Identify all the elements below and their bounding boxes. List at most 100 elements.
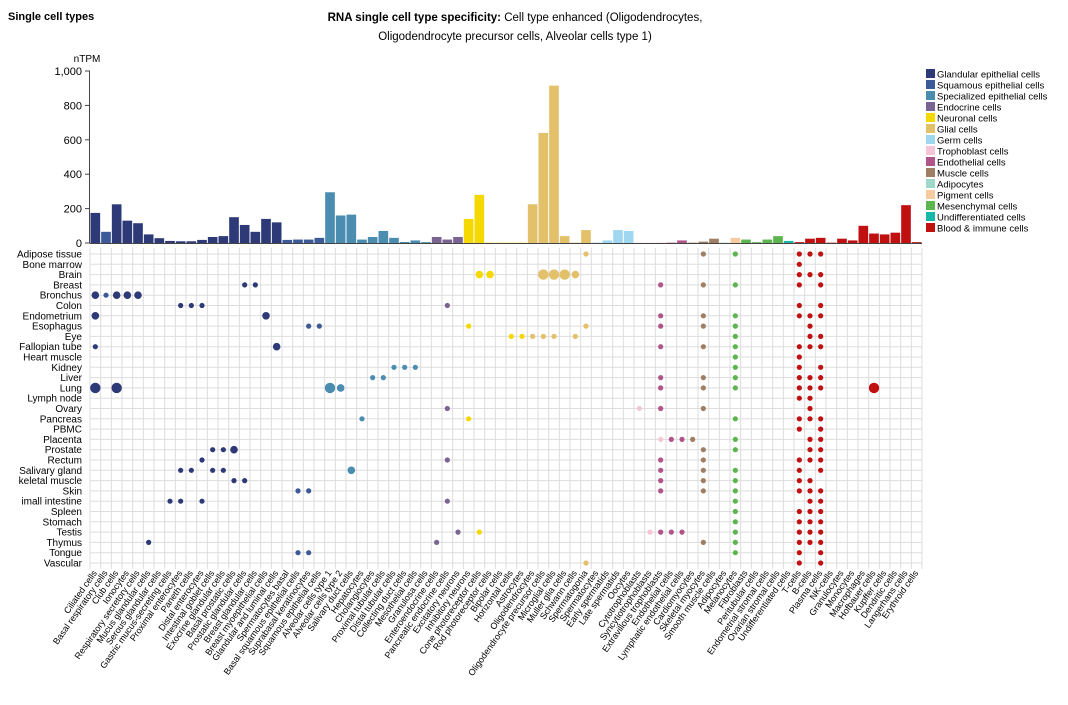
blood-dot <box>818 467 824 473</box>
expression-dot <box>316 323 322 329</box>
mesenchymal-dot <box>732 478 738 484</box>
bar-exocrine-glandular-cells <box>218 236 229 243</box>
bar-skeletal-myocytes <box>698 241 709 243</box>
bar-melanocytes <box>730 237 741 243</box>
blood-dot <box>807 375 813 381</box>
expression-dot <box>295 488 301 494</box>
legend-swatch <box>926 201 935 210</box>
mesenchymal-dot <box>732 385 738 391</box>
tissue-label: Stomach <box>43 517 82 528</box>
expression-dot <box>167 498 173 504</box>
expression-dot <box>347 466 356 475</box>
mesenchymal-dot <box>732 550 738 556</box>
bar-oocytes <box>623 230 634 243</box>
blood-dot <box>807 405 813 412</box>
blood-dot <box>796 375 802 381</box>
expression-dot <box>636 405 642 412</box>
expression-dot <box>230 445 238 454</box>
bar-kupffer-cells <box>879 234 890 243</box>
tissue-label: Breast <box>53 280 82 291</box>
tissue-label: Placenta <box>43 435 82 446</box>
tissue-label: Heart muscle <box>23 353 82 364</box>
blood-dot <box>818 333 824 339</box>
expression-dot <box>548 269 560 280</box>
bar-proximal-enterocytes <box>175 241 186 243</box>
expression-dot <box>668 529 674 535</box>
endothelial-dot <box>658 405 664 412</box>
expression-dot <box>188 467 194 473</box>
muscle-dot <box>700 313 706 319</box>
bar-microglial-cells <box>549 85 559 244</box>
expression-dot <box>199 498 205 504</box>
blood-dot <box>818 364 824 370</box>
mesenchymal-dot <box>732 375 738 381</box>
mesenchymal-dot <box>732 436 738 442</box>
bar-monocytes <box>847 240 858 243</box>
bar-langerhans-cells <box>901 205 911 243</box>
blood-dot <box>807 313 813 319</box>
legend-label: Mesenchymal cells <box>937 202 1017 213</box>
expression-dot <box>647 529 653 535</box>
legend-swatch <box>926 168 935 177</box>
dot-grid <box>89 248 923 569</box>
mesenchymal-dot <box>732 323 738 329</box>
blood-dot <box>818 313 824 319</box>
expression-dot <box>336 384 345 392</box>
expression-dot <box>188 302 194 309</box>
tissue-label: Bronchus <box>40 291 82 302</box>
bar-granulocytes <box>837 238 847 243</box>
expression-dot <box>690 436 696 442</box>
bar-lymphatic-endothelial-cells <box>677 240 687 243</box>
legend-label: Pigment cells <box>937 191 994 202</box>
legend-label: Adipocytes <box>937 180 984 191</box>
blood-dot <box>796 457 802 463</box>
mesenchymal-dot <box>732 539 738 546</box>
expression-dot <box>123 291 132 300</box>
bar-ionocytes <box>122 220 133 243</box>
bar-cholangiocytes <box>367 236 378 243</box>
bar-series <box>90 85 922 244</box>
y-axis-title: nTPM <box>74 54 101 65</box>
muscle-dot <box>700 385 706 391</box>
blood-dot <box>807 395 813 401</box>
blood-dot <box>796 478 802 484</box>
blood-dot <box>807 508 813 515</box>
endothelial-dot <box>658 385 664 391</box>
expression-dot <box>306 488 312 494</box>
blood-dot <box>818 426 824 432</box>
expression-dot <box>466 416 472 422</box>
bar-proximal-tubular-cells <box>378 230 389 243</box>
tissue-label: Pancreas <box>40 414 82 425</box>
blood-dot <box>807 488 813 494</box>
tissue-label: Esophagus <box>32 322 82 333</box>
expression-dot <box>252 282 258 288</box>
muscle-dot <box>700 457 706 463</box>
bar-breast-myoepithelial-cells <box>261 218 271 243</box>
legend-swatch <box>926 69 935 78</box>
bar-breast-glandular-cells <box>250 231 261 243</box>
expression-dot <box>444 302 450 309</box>
expression-dot <box>444 498 450 504</box>
blood-dot <box>807 519 813 525</box>
tissue-label: Skin <box>63 486 82 497</box>
bar-granulosa-cells <box>421 242 431 243</box>
expression-dot <box>380 375 386 381</box>
tissue-label: keletal muscle <box>19 476 83 487</box>
expression-dot <box>679 529 685 535</box>
legend-label: Endocrine cells <box>937 103 1002 114</box>
tissue-label: Kidney <box>51 363 82 374</box>
dot-series <box>90 251 880 566</box>
blood-dot <box>818 375 824 381</box>
legend-swatch <box>926 190 935 199</box>
expression-dot <box>583 560 589 566</box>
expression-dot <box>402 364 408 370</box>
blood-dot <box>818 508 824 515</box>
bar-distal-tubular-cells <box>389 237 399 243</box>
bar-basal-prostatic-cells <box>229 217 239 243</box>
blood-dot <box>796 529 802 535</box>
expression-dot <box>444 457 450 463</box>
bar-erythroid-cells <box>911 242 922 243</box>
